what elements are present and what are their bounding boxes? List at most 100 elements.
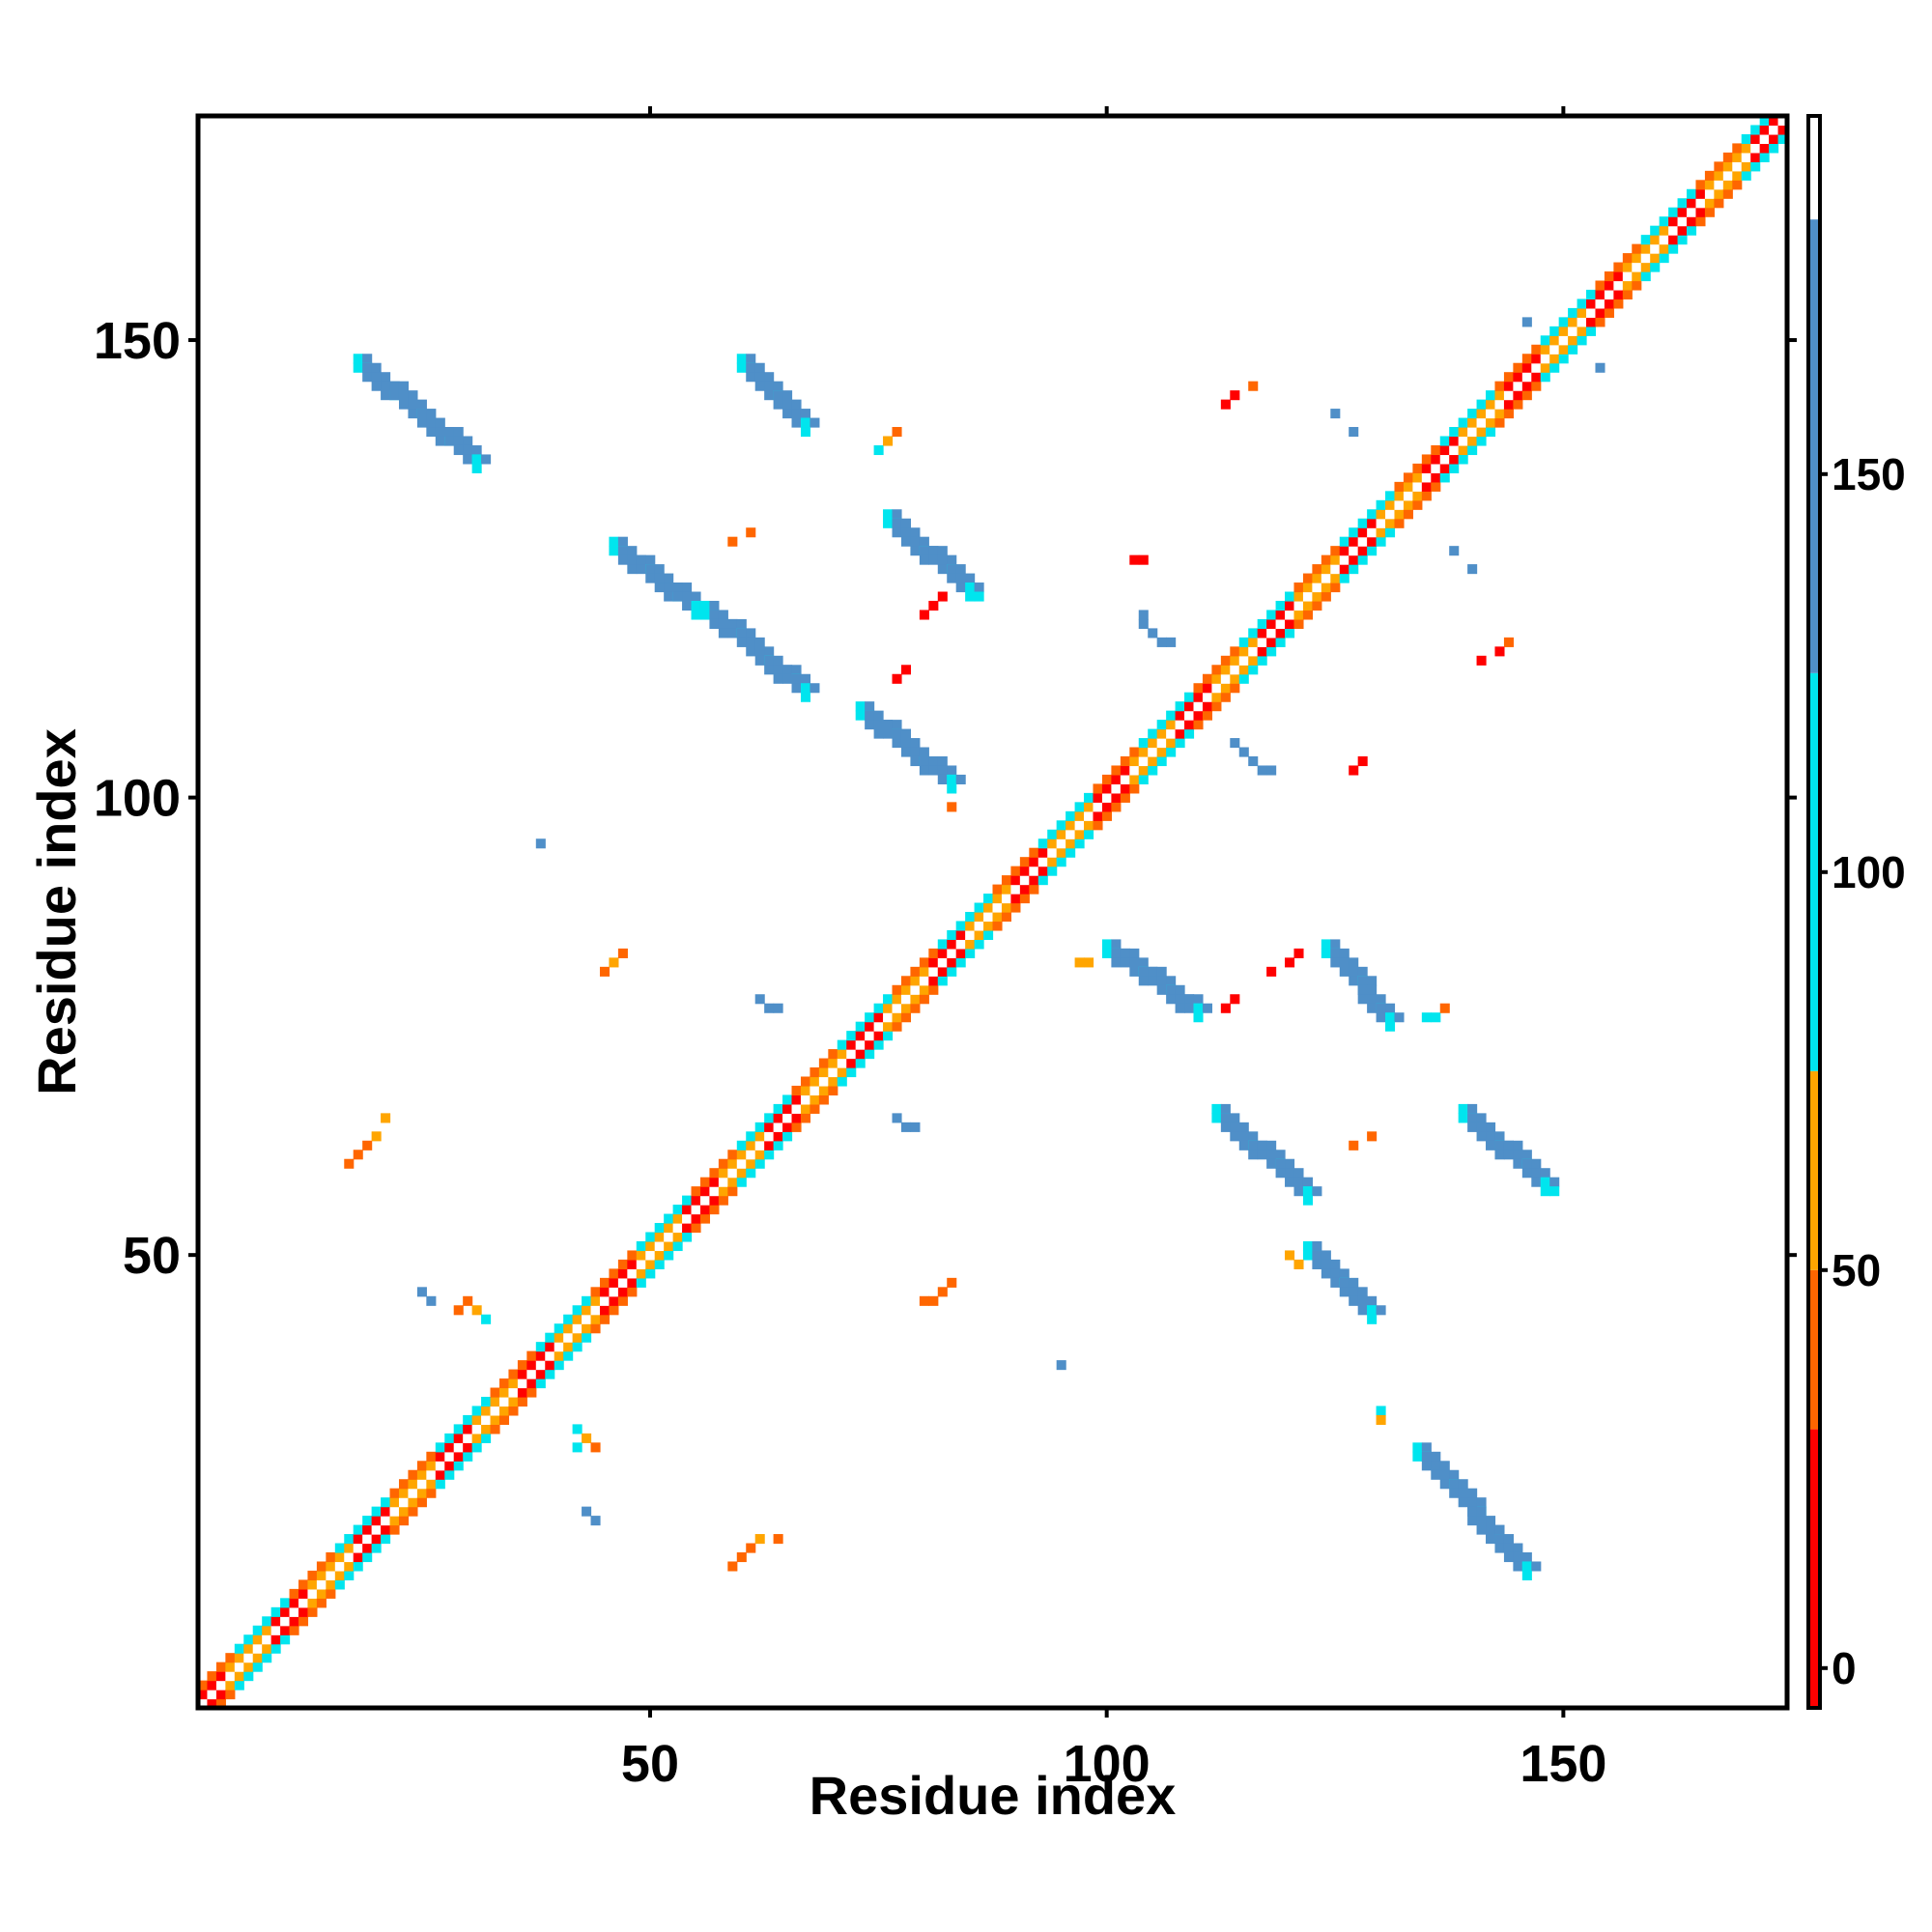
heatmap-cell-1330: [947, 1277, 957, 1288]
heatmap-cell-235: [627, 1259, 638, 1269]
heatmap-cell-1031: [928, 554, 939, 565]
heatmap-cell-763: [1595, 307, 1605, 318]
heatmap-cell-21: [234, 1643, 244, 1654]
heatmap-cell-431: [983, 894, 994, 904]
heatmap-cell-630: [1349, 536, 1359, 547]
heatmap-cell-1360: [1330, 409, 1341, 419]
heatmap-cell-1214: [1531, 1168, 1542, 1179]
heatmap-cell-1032: [937, 554, 948, 565]
heatmap-cell-986: [736, 628, 747, 639]
heatmap-cell-988: [736, 637, 747, 647]
heatmap-cell-1374: [1285, 957, 1295, 968]
heatmap-cell-450: [1019, 866, 1030, 876]
heatmap-cell-1037: [955, 564, 966, 575]
heatmap-cell-276: [699, 1177, 711, 1187]
heatmap-cell-1075: [928, 765, 939, 776]
heatmap-cell-1092: [1120, 957, 1130, 968]
heatmap-cell-329: [800, 1094, 811, 1105]
heatmap-cell-1112: [1175, 1003, 1185, 1013]
heatmap-cell-714: [1503, 390, 1514, 401]
heatmap-cell-926: [782, 390, 793, 401]
heatmap-cell-809: [1677, 216, 1688, 227]
heatmap-cell-1243: [1357, 1305, 1368, 1316]
heatmap-cell-1227: [1312, 1259, 1322, 1269]
heatmap-cell-699: [1476, 417, 1487, 428]
heatmap-cell-1348: [1138, 610, 1149, 620]
heatmap-cell-320: [782, 1103, 793, 1114]
heatmap-cell-136: [444, 1433, 455, 1443]
heatmap-cell-834: [1722, 170, 1733, 181]
heatmap-cell-287: [727, 1186, 738, 1197]
heatmap-cell-1093: [1129, 957, 1140, 968]
heatmap-cell-746: [1558, 317, 1569, 327]
heatmap-cell-670: [1421, 463, 1432, 473]
heatmap-cell-61: [307, 1570, 318, 1580]
heatmap-cell-99: [381, 1516, 391, 1526]
heatmap-cell-623: [1339, 564, 1350, 575]
heatmap-cell-947: [627, 564, 638, 575]
heatmap-cell-243: [645, 1259, 656, 1269]
heatmap-cell-883: [398, 399, 410, 410]
heatmap-cell-938: [609, 536, 619, 547]
heatmap-cell-1361: [1349, 427, 1359, 438]
heatmap-cell-535: [1175, 710, 1185, 721]
heatmap-cell-433: [992, 912, 1003, 923]
heatmap-cell-530: [1166, 720, 1177, 730]
heatmap-cell-1324: [892, 1113, 902, 1123]
heatmap-cell-505: [1120, 765, 1130, 776]
heatmap-cell-1339: [937, 591, 948, 602]
heatmap-cell-872: [381, 372, 391, 383]
heatmap-cell-265: [682, 1205, 693, 1215]
heatmap-cell-942: [617, 546, 628, 556]
heatmap-cell-1274: [1467, 1516, 1478, 1526]
heatmap-cell-213: [590, 1314, 601, 1324]
heatmap-cell-1185: [1312, 1186, 1322, 1197]
heatmap-cell-1285: [1503, 1543, 1514, 1553]
heatmap-cell-573: [1248, 655, 1259, 666]
heatmap-cell-337: [818, 1094, 829, 1105]
heatmap-cell-620: [1330, 554, 1341, 565]
heatmap-cell-696: [1467, 409, 1478, 419]
heatmap-cell-1340: [892, 673, 902, 684]
heatmap-cell-340: [818, 1067, 829, 1078]
heatmap-cell-1336: [892, 427, 902, 438]
heatmap-cell-1312: [344, 1158, 355, 1169]
heatmap-cell-615: [1321, 564, 1331, 575]
heatmap-cell-62: [316, 1598, 327, 1608]
heatmap-cell-371: [873, 1003, 884, 1013]
heatmap-cell-176: [517, 1360, 527, 1371]
heatmap-cell-950: [636, 564, 646, 575]
heatmap-cell-659: [1403, 491, 1413, 501]
heatmap-cell-139: [453, 1442, 464, 1453]
heatmap-cell-1206: [1503, 1150, 1514, 1160]
heatmap-cell-1142: [1367, 1003, 1378, 1013]
heatmap-cell-1211: [1521, 1158, 1532, 1169]
heatmap-cell-367: [873, 1039, 884, 1050]
heatmap-cell-1138: [1367, 984, 1378, 995]
heatmap-cell-220: [599, 1287, 611, 1297]
heatmap-cell-682: [1449, 463, 1460, 473]
heatmap-cell-838: [1732, 170, 1743, 181]
heatmap-cell-190: [545, 1342, 555, 1352]
heatmap-cell-1223: [1302, 1250, 1313, 1261]
heatmap-cell-1118: [1202, 1003, 1212, 1013]
heatmap-cell-421: [965, 912, 976, 923]
heatmap-cell-1286: [1513, 1543, 1523, 1553]
heatmap-cell-308: [764, 1140, 775, 1151]
heatmap-cell-1006: [791, 673, 802, 684]
heatmap-cell-1040: [965, 573, 976, 583]
heatmap-cell-1297: [471, 1305, 482, 1316]
heatmap-cell-1170: [1266, 1150, 1277, 1160]
heatmap-cell-292: [736, 1177, 747, 1187]
heatmap-cell-1362: [1449, 546, 1460, 556]
heatmap-cell-177: [526, 1387, 537, 1398]
heatmap-cell-819: [1695, 198, 1706, 209]
heatmap-cell-1065: [900, 747, 912, 757]
heatmap-cell-332: [810, 1103, 820, 1114]
heatmap-cell-863: [1777, 116, 1788, 127]
heatmap-cell-864: [353, 354, 363, 364]
heatmap-cell-472: [1065, 847, 1076, 858]
heatmap-cell-1095: [1129, 966, 1140, 977]
heatmap-cell-53: [298, 1606, 309, 1617]
heatmap-cell-604: [1302, 591, 1313, 602]
